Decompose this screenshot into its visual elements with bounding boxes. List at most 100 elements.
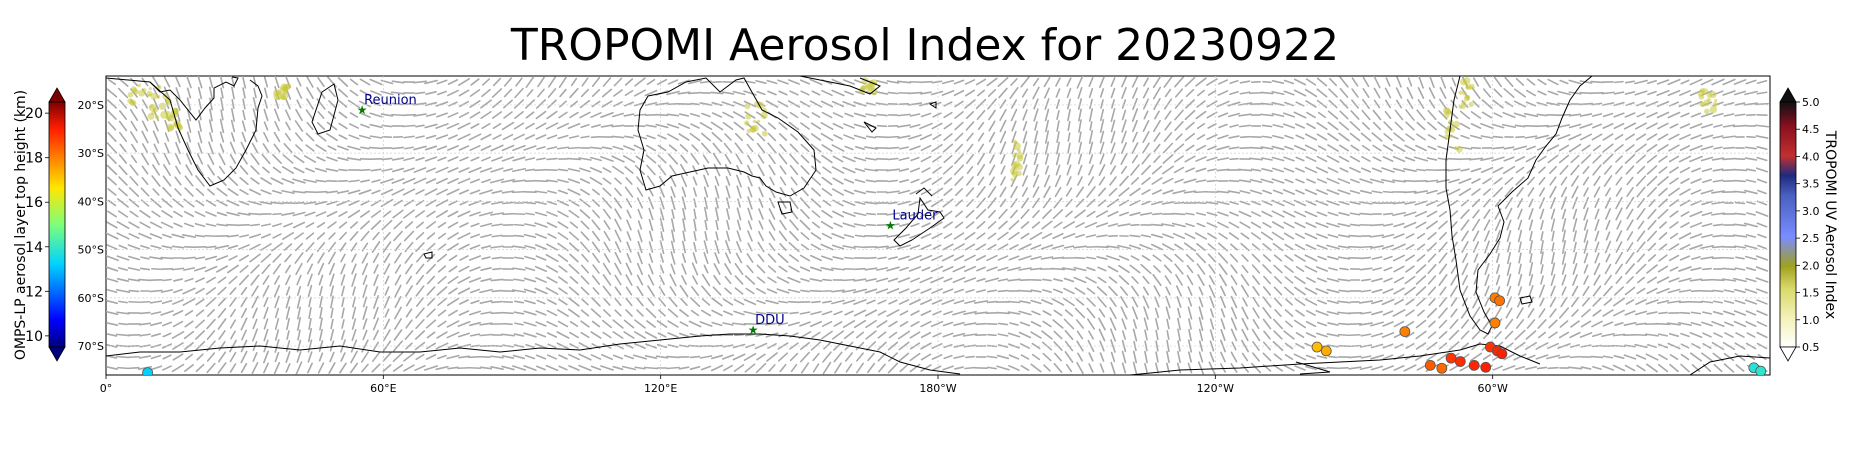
wind-arrow bbox=[1161, 201, 1175, 205]
wind-arrow bbox=[710, 121, 724, 131]
aerosol-index-cell bbox=[745, 113, 752, 120]
wind-arrow bbox=[140, 256, 150, 260]
wind-arrow bbox=[887, 362, 899, 374]
wind-arrow bbox=[908, 254, 922, 262]
wind-arrow bbox=[1187, 306, 1193, 320]
wind-arrow bbox=[208, 86, 214, 100]
wind-arrow bbox=[1689, 222, 1703, 228]
wind-arrow bbox=[689, 355, 701, 359]
wind-arrow bbox=[1713, 146, 1723, 150]
wind-arrow bbox=[1061, 267, 1077, 271]
wind-arrow bbox=[1185, 167, 1195, 173]
wind-arrow bbox=[446, 297, 460, 307]
wind-arrow bbox=[436, 112, 448, 118]
wind-arrow bbox=[316, 121, 326, 131]
wind-arrow bbox=[1669, 210, 1679, 218]
wind-arrow bbox=[1506, 251, 1512, 265]
wind-arrow bbox=[1416, 109, 1426, 121]
wind-arrow bbox=[1317, 366, 1327, 370]
wind-arrow bbox=[536, 299, 546, 305]
wind-arrow bbox=[977, 132, 985, 142]
wind-arrow bbox=[614, 297, 622, 307]
wind-arrow bbox=[602, 262, 612, 276]
wind-arrow bbox=[1370, 332, 1384, 338]
wind-arrow bbox=[297, 306, 301, 320]
wind-arrow bbox=[209, 108, 213, 122]
wind-arrow bbox=[1701, 211, 1713, 217]
wind-arrow bbox=[1250, 211, 1262, 217]
wind-arrow bbox=[833, 134, 843, 140]
wind-arrow bbox=[1514, 365, 1526, 371]
wind-arrow bbox=[240, 307, 248, 319]
wind-arrow bbox=[1735, 364, 1745, 372]
wind-arrow bbox=[1019, 343, 1031, 349]
wind-arrow bbox=[1404, 275, 1416, 285]
wind-arrow bbox=[457, 133, 471, 141]
wind-arrow bbox=[1524, 366, 1538, 370]
wind-arrow bbox=[272, 166, 282, 174]
wind-arrow bbox=[227, 244, 239, 250]
wind-arrow bbox=[1494, 198, 1502, 208]
wind-arrow bbox=[329, 273, 335, 287]
wind-arrow bbox=[1022, 153, 1028, 165]
wind-arrow bbox=[1063, 318, 1075, 330]
wind-arrow bbox=[1161, 243, 1175, 251]
wind-arrow bbox=[307, 327, 313, 343]
latitude-ticks: 20°S30°S40°S50°S60°S70°S bbox=[78, 99, 104, 353]
wind-arrow bbox=[237, 212, 251, 216]
wind-arrow bbox=[666, 123, 680, 129]
wind-arrow bbox=[1745, 277, 1757, 283]
wind-arrow bbox=[779, 219, 787, 231]
wind-arrow bbox=[932, 112, 942, 118]
wind-arrow bbox=[545, 122, 559, 130]
wind-arrow bbox=[1055, 88, 1061, 98]
wind-arrow bbox=[1360, 167, 1372, 173]
wind-arrow bbox=[295, 109, 303, 121]
wind-arrow bbox=[171, 267, 185, 271]
wind-arrow bbox=[1668, 243, 1680, 251]
wind-arrow bbox=[263, 121, 269, 131]
wind-arrow bbox=[1680, 332, 1690, 338]
wind-arrow bbox=[820, 100, 834, 108]
wind-arrow bbox=[1317, 111, 1327, 119]
wind-arrow bbox=[766, 288, 778, 294]
wind-arrow bbox=[1155, 362, 1159, 374]
wind-arrow bbox=[1076, 361, 1084, 375]
wind-arrow bbox=[1283, 167, 1295, 173]
wind-arrow bbox=[942, 321, 954, 327]
wind-arrow bbox=[270, 201, 284, 205]
wind-arrow bbox=[842, 199, 856, 207]
wind-arrow bbox=[1415, 319, 1427, 329]
wind-arrow bbox=[1523, 112, 1539, 118]
wind-arrow bbox=[976, 89, 986, 97]
wind-arrow bbox=[1504, 101, 1514, 107]
wind-arrow bbox=[557, 134, 569, 140]
wind-arrow bbox=[1273, 286, 1283, 296]
aerosol-index-cell bbox=[138, 89, 146, 97]
wind-arrow bbox=[1404, 201, 1416, 205]
wind-arrow bbox=[1384, 99, 1392, 109]
wind-arrow bbox=[659, 217, 665, 233]
wind-arrow bbox=[175, 87, 181, 99]
wind-arrow bbox=[660, 253, 664, 263]
wind-arrow bbox=[1085, 234, 1097, 238]
wind-arrow bbox=[930, 198, 944, 208]
wind-arrow bbox=[1712, 135, 1724, 139]
wind-arrow bbox=[1680, 178, 1690, 184]
wind-arrow bbox=[1669, 123, 1679, 129]
wind-arrow bbox=[1338, 289, 1350, 293]
wind-arrow bbox=[1041, 220, 1053, 230]
omps-point bbox=[1496, 348, 1508, 360]
wind-arrow bbox=[844, 310, 854, 316]
wind-arrow bbox=[525, 212, 535, 216]
wind-arrow bbox=[1501, 123, 1517, 129]
wind-arrow bbox=[240, 141, 248, 155]
wind-arrow bbox=[578, 364, 592, 372]
wind-arrow bbox=[1196, 263, 1206, 275]
wind-arrow bbox=[919, 122, 933, 130]
aerosol-index-cell bbox=[762, 107, 767, 113]
wind-arrow bbox=[1570, 164, 1580, 176]
wind-arrow bbox=[1382, 321, 1394, 327]
wind-arrow bbox=[1030, 255, 1042, 261]
wind-arrow bbox=[117, 366, 129, 370]
